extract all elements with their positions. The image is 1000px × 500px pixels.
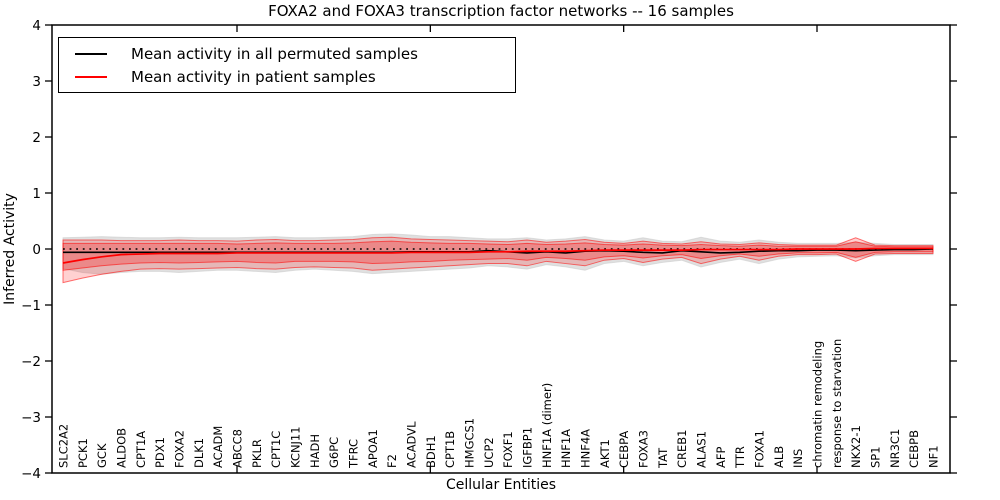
x-entity-label: FOXA1	[753, 430, 767, 468]
x-entity-label: ACADVL	[405, 421, 419, 468]
x-entity-label: APOA1	[366, 429, 380, 468]
band-permuted-range	[62, 233, 934, 275]
x-entity-label: KCNJ11	[289, 426, 303, 468]
y-tick-label: 2	[32, 130, 41, 146]
x-entity-label: CEBPA	[617, 431, 631, 468]
x-entity-label: SP1	[869, 446, 883, 468]
x-entity-label: INS	[791, 449, 805, 468]
y-tick-label: 3	[32, 74, 41, 90]
x-entity-label: ALB	[772, 446, 786, 468]
x-entity-label: BDH1	[424, 435, 438, 468]
x-entity-label: PCK1	[76, 438, 90, 468]
x-entity-label: PDX1	[153, 437, 167, 468]
band-patient-range-inner	[62, 240, 934, 271]
x-entity-label: FOXA3	[637, 430, 651, 468]
x-entity-label: chromatin remodeling	[811, 341, 825, 468]
x-entity-label: NKX2-1	[849, 425, 863, 468]
x-entity-label: ALAS1	[695, 431, 709, 468]
y-tick-label: 4	[32, 18, 41, 34]
x-entity-label: TTR	[733, 446, 747, 469]
x-entity-label: FOXA2	[173, 430, 187, 468]
x-entity-label: HADH	[308, 434, 322, 468]
legend-line-sample-patient	[75, 75, 107, 78]
legend-item-permuted: Mean activity in all permuted samples	[75, 45, 515, 63]
x-entity-label: response to starvation	[830, 339, 844, 468]
x-entity-label: CPT1C	[269, 431, 283, 468]
x-entity-label: CPT1A	[134, 431, 148, 468]
x-entity-label: HNF1A	[559, 429, 573, 468]
x-axis-label: Cellular Entities	[445, 477, 557, 493]
x-entity-label: TAT	[656, 447, 670, 469]
x-entity-label: F2	[385, 454, 399, 468]
x-entity-label: DLK1	[192, 438, 206, 468]
x-entity-label: HNF4A	[579, 429, 593, 468]
x-entity-label: SLC2A2	[57, 424, 71, 468]
y-tick-label: 0	[32, 242, 41, 258]
x-entity-label: HMGCS1	[463, 418, 477, 468]
x-entity-label: NR3C1	[888, 429, 902, 468]
x-entity-label: G6PC	[327, 437, 341, 468]
x-entity-label: CREB1	[675, 430, 689, 469]
legend: Mean activity in all permuted samples Me…	[58, 37, 516, 93]
y-tick-label: −3	[21, 410, 41, 426]
x-entity-label: AFP	[714, 447, 728, 468]
y-axis-label: Inferred Activity	[2, 193, 18, 305]
y-tick-label: −2	[21, 354, 41, 370]
x-entity-label: ABCC8	[231, 429, 245, 468]
x-entity-label: HNF1A (dimer)	[540, 383, 554, 468]
x-entity-label: CEBPB	[907, 430, 921, 468]
x-entity-label: AKT1	[598, 439, 612, 468]
y-tick-label: 1	[32, 186, 41, 202]
legend-label-patient: Mean activity in patient samples	[131, 67, 376, 86]
y-axis-label-wrap: Inferred Activity	[0, 25, 20, 473]
chart-title: FOXA2 and FOXA3 transcription factor net…	[268, 2, 734, 20]
x-entity-label: IGFBP1	[521, 427, 535, 468]
x-entity-label: PKLR	[250, 439, 264, 468]
legend-item-patient: Mean activity in patient samples	[75, 68, 515, 86]
y-tick-label: −1	[21, 298, 41, 314]
x-entity-label: NF1	[927, 445, 941, 468]
legend-label-permuted: Mean activity in all permuted samples	[131, 44, 418, 63]
x-entity-label: ACADM	[211, 426, 225, 468]
x-entity-label: TFRC	[347, 439, 361, 469]
x-entity-label: FOXF1	[501, 431, 515, 468]
x-entity-label: CPT1B	[443, 431, 457, 468]
y-tick-label: −4	[21, 466, 41, 482]
x-entity-label: UCP2	[482, 437, 496, 468]
x-entity-label: GCK	[95, 443, 109, 468]
legend-line-sample-permuted	[75, 52, 107, 55]
patient-mean-line	[62, 247, 933, 264]
band-patient-range-outer	[62, 236, 934, 284]
x-entity-label: ALDOB	[115, 428, 129, 468]
